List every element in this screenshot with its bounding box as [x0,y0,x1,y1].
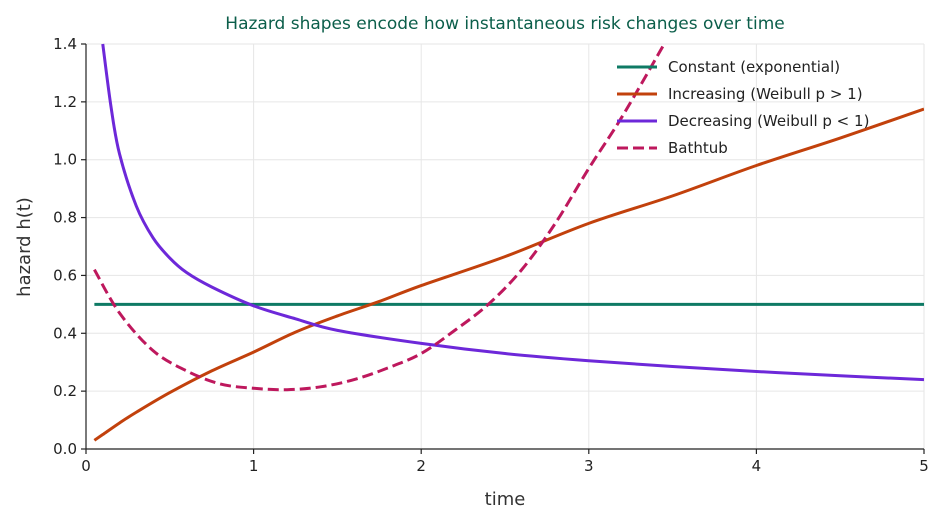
x-tick-label: 2 [416,457,426,475]
y-tick-label: 0.4 [53,324,77,342]
y-tick-label: 0.8 [53,209,77,227]
x-tick-label: 0 [81,457,91,475]
x-tick-label: 1 [249,457,259,475]
series-line-increasing-weibull-p-1 [93,107,924,442]
legend-label: Decreasing (Weibull p < 1) [668,112,869,130]
x-tick-label: 3 [584,457,594,475]
grid [86,43,925,449]
y-tick-label: 1.2 [53,93,77,111]
series-lines [93,43,924,442]
x-axis-label: time [485,489,526,510]
y-tick-label: 1.0 [53,151,77,169]
chart-title: Hazard shapes encode how instantaneous r… [225,14,784,34]
series-line-bathtub [93,43,666,392]
y-tick-label: 1.4 [53,35,77,53]
axes [85,44,924,450]
series-line-decreasing-weibull-p-1 [101,43,924,382]
legend: Constant (exponential) Increasing (Weibul… [617,58,869,157]
x-tick-label: 5 [919,457,929,475]
y-tick-label: 0.6 [53,266,77,284]
x-tick-label: 4 [752,457,762,475]
y-axis-label: hazard h(t) [14,197,35,297]
legend-label: Increasing (Weibull p > 1) [668,85,863,103]
tick-labels: 0 1 2 3 4 5 0.0 0.2 0.4 0.6 0.8 1.0 1.2 1.4 [53,35,929,475]
y-tick-label: 0.0 [53,440,77,458]
legend-label: Bathtub [668,139,728,157]
y-tick-label: 0.2 [53,382,77,400]
legend-label: Constant (exponential) [668,58,840,76]
